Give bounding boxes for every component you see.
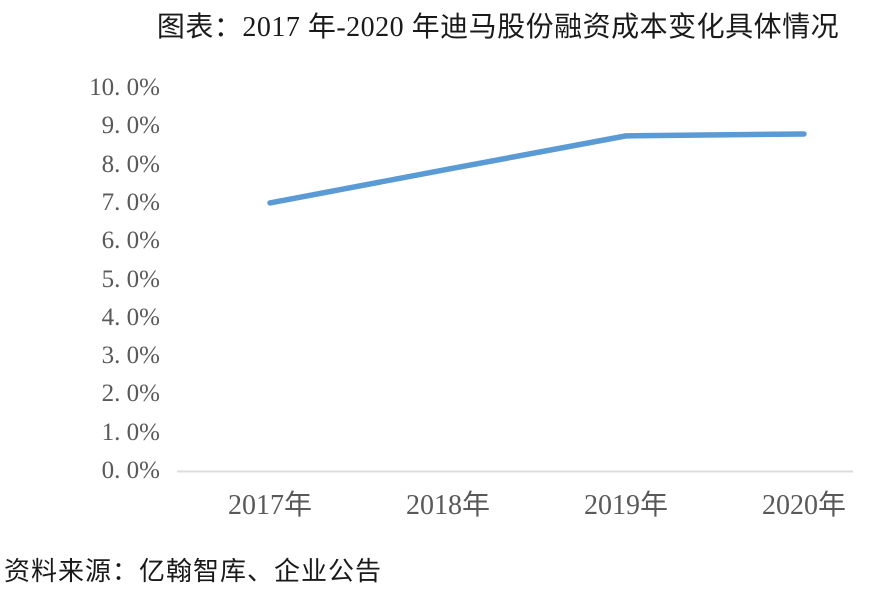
y-tick-label: 4. 0%	[101, 303, 160, 331]
y-tick-label: 8. 0%	[101, 150, 160, 178]
y-tick-label: 7. 0%	[101, 188, 160, 216]
y-tick-label: 1. 0%	[101, 418, 160, 446]
y-tick-label: 2. 0%	[101, 380, 160, 408]
y-tick-label: 0. 0%	[101, 457, 160, 484]
y-tick-label: 6. 0%	[101, 227, 160, 255]
source-note: 资料来源：亿翰智库、企业公告	[4, 557, 383, 586]
y-tick-label: 10. 0%	[89, 74, 160, 101]
y-tick-label: 9. 0%	[101, 112, 160, 140]
y-tick-label: 5. 0%	[101, 265, 160, 293]
series-line	[267, 131, 807, 206]
chart-title: 图表：2017 年-2020 年迪马股份融资成本变化具体情况	[156, 12, 840, 43]
x-tick-label: 2018年	[405, 490, 490, 521]
x-tick-label: 2017年	[227, 490, 312, 521]
x-tick-label: 2020年	[761, 490, 846, 521]
x-tick-label: 2019年	[583, 490, 668, 521]
y-tick-label: 3. 0%	[101, 342, 160, 370]
